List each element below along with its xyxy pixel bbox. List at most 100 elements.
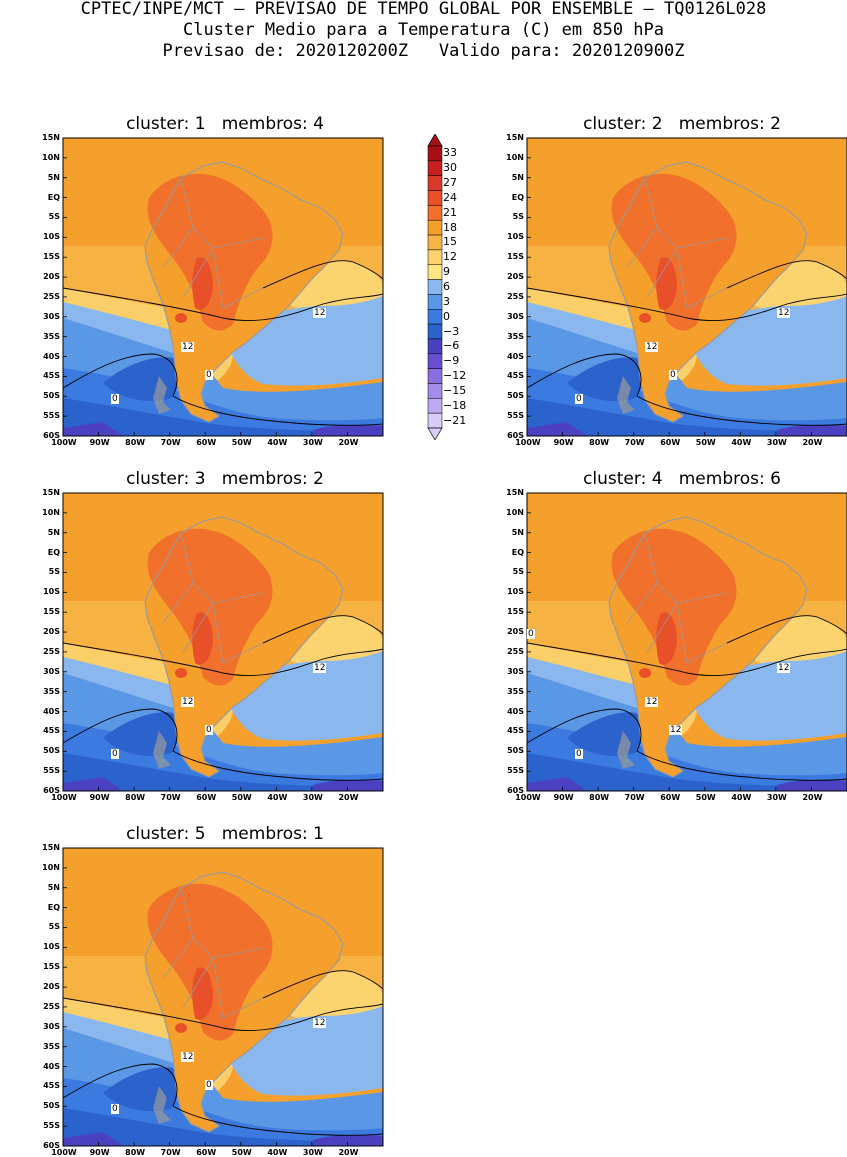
color-legend-bar [427, 133, 443, 441]
warm-spot [175, 1023, 187, 1033]
header-line-2: Cluster Medio para a Temperatura (C) em … [182, 20, 665, 40]
legend-swatch-t21 [427, 205, 443, 221]
lat-label: 50S [43, 746, 60, 756]
lon-label: 60W [660, 793, 681, 802]
lat-label: 40S [43, 351, 60, 361]
contour-label: 0 [111, 394, 119, 404]
lon-label: 40W [267, 1148, 288, 1157]
lat-label: 50S [43, 1101, 60, 1111]
warm-region-24 [192, 967, 213, 1020]
contour-12-east [726, 615, 847, 644]
band-minus-3 [527, 398, 847, 436]
lat-label: 5N [511, 172, 524, 182]
lat-label: 35S [43, 686, 60, 696]
lon-label: 70W [624, 438, 645, 447]
patagonia-islands [153, 731, 171, 769]
legend-swatch-tm15 [427, 383, 443, 399]
band-minus-3 [63, 398, 383, 436]
lon-label: 100W [51, 1148, 77, 1157]
legend-swatch-t18 [427, 219, 443, 236]
map-frame [526, 492, 847, 792]
contour-label: 0 [575, 749, 583, 759]
band-minus-6 [527, 777, 587, 791]
lon-label: 80W [589, 438, 610, 447]
legend-swatch-t33 [427, 145, 443, 162]
contour-label: 12 [313, 663, 327, 673]
lat-label: 5S [512, 212, 524, 222]
lat-label: 25S [43, 1001, 60, 1011]
borders [626, 532, 728, 664]
lon-label: 30W [302, 1148, 323, 1157]
legend-label: 33 [443, 146, 457, 160]
patagonia-islands [153, 1086, 171, 1124]
map-canvas [62, 492, 384, 792]
map-panel-3: 15N 10N 5N EQ 5S 10S 15S 20S 25S 30S 35S 40S 45S 50S 5… [42, 488, 385, 802]
contour-0 [62, 1063, 384, 1136]
lat-label: 25S [43, 291, 60, 301]
lat-label: 25S [507, 291, 524, 301]
lat-label: 45S [507, 371, 524, 381]
header-line-3: Previsao de: 2020120200Z Valido para: 20… [162, 41, 685, 61]
lon-label: 60W [196, 793, 217, 802]
contour-label: 12 [181, 342, 195, 352]
legend-label: 6 [443, 280, 450, 293]
warm-region-24 [192, 257, 213, 310]
legend-swatch-tm18 [427, 398, 443, 414]
legend-label: −12 [443, 369, 467, 383]
legend-swatch-t30 [427, 160, 443, 176]
map-panel-4: 15N 10N 5N EQ 5S 10S 15S 20S 25S 30S 35S 40S 45S 50S 5… [506, 488, 847, 802]
lon-label: 20W [802, 793, 823, 802]
contour-12-east [262, 970, 384, 999]
legend-swatch-t24 [427, 190, 443, 206]
lon-label: 100W [51, 793, 77, 802]
lat-label: 50S [43, 391, 60, 401]
lat-label: 5N [47, 172, 60, 182]
lat-label: 20S [507, 627, 524, 637]
lon-label: 90W [89, 793, 110, 802]
legend-label: 30 [443, 161, 457, 175]
contour-12-east [262, 615, 384, 644]
lat-label: 10N [506, 152, 524, 162]
lat-label: 30S [43, 666, 60, 676]
lat-label: EQ [511, 192, 524, 202]
panel-title: cluster: 1 membros: 4 [126, 114, 324, 134]
legend-swatch-t15 [427, 234, 443, 251]
band-minus-6-east [313, 779, 383, 791]
lon-label: 60W [196, 438, 217, 447]
lon-label: 80W [125, 793, 146, 802]
lon-label: 30W [766, 438, 787, 447]
legend-label: −15 [443, 383, 467, 397]
legend-arrow-bottom [427, 427, 443, 441]
lat-label: 30S [507, 311, 524, 321]
lon-label: 20W [338, 438, 359, 447]
lon-label: 40W [731, 438, 752, 447]
legend-label: −3 [443, 324, 460, 338]
legend-swatch-tm21 [427, 412, 443, 429]
lon-label: 70W [160, 793, 181, 802]
band-minus-3 [63, 753, 383, 791]
contour-label: 0 [205, 725, 213, 735]
lat-label: 55S [43, 766, 60, 776]
legend-label: 12 [443, 250, 457, 264]
lat-label: 25S [43, 646, 60, 656]
lat-label: 10S [43, 587, 60, 597]
lon-label: 70W [160, 438, 181, 447]
map-canvas [526, 137, 847, 437]
lon-label: 70W [624, 793, 645, 802]
lon-label: 30W [302, 793, 323, 802]
contour-12 [62, 642, 384, 676]
lon-label: 60W [660, 438, 681, 447]
coastline [608, 161, 808, 423]
lat-label: 40S [507, 706, 524, 716]
band-minus-6-east [777, 424, 847, 436]
contour-label: 0 [205, 370, 213, 380]
borders [162, 887, 264, 1019]
band-minus-6 [63, 777, 123, 791]
band-minus-3 [63, 1108, 383, 1146]
panel-title: cluster: 3 membros: 2 [126, 469, 324, 489]
legend-label: 27 [443, 176, 457, 190]
legend-label: 24 [443, 190, 457, 204]
legend-swatch-tm9 [427, 353, 443, 369]
lat-label: 35S [507, 686, 524, 696]
lon-label: 50W [231, 438, 252, 447]
